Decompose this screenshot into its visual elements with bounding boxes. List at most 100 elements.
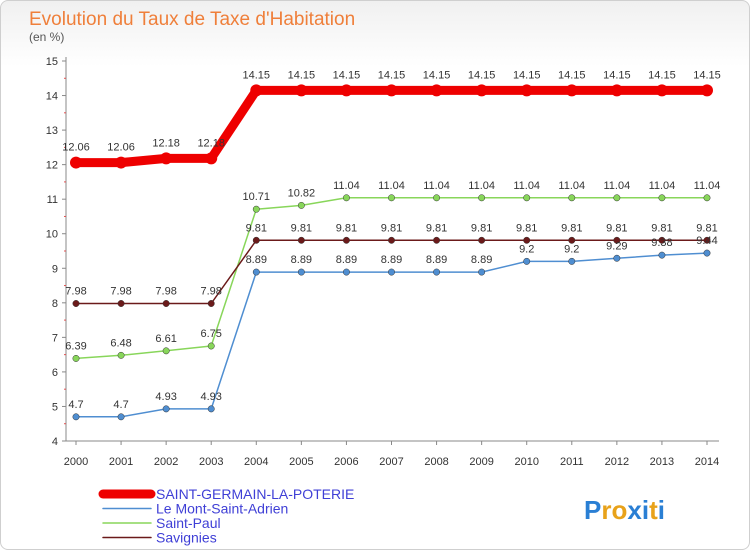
x-tick-label: 2009 xyxy=(469,456,493,468)
data-label: 8.89 xyxy=(381,254,402,266)
data-point xyxy=(72,300,80,307)
data-point xyxy=(613,236,621,244)
data-point xyxy=(162,347,170,355)
data-point xyxy=(568,194,576,202)
data-label: 14.15 xyxy=(558,69,586,81)
x-tick-label: 2005 xyxy=(289,456,313,468)
data-point xyxy=(388,236,395,244)
data-label: 9.2 xyxy=(564,243,579,255)
x-tick-label: 2011 xyxy=(560,456,584,468)
data-point xyxy=(297,236,305,244)
data-point xyxy=(207,300,215,307)
data-point xyxy=(162,405,170,413)
data-label: 11.04 xyxy=(513,180,540,192)
data-point xyxy=(297,201,305,209)
data-label: 9.2 xyxy=(519,243,534,255)
data-label: 14.15 xyxy=(333,69,361,81)
data-label: 10.71 xyxy=(243,191,271,203)
data-label: 11.04 xyxy=(603,180,630,192)
data-point xyxy=(433,194,441,202)
data-point xyxy=(523,257,531,265)
data-point xyxy=(703,236,711,244)
chart-title: Evolution du Taux de Taxe d'Habitation xyxy=(29,9,355,30)
data-point xyxy=(72,354,80,362)
data-label: 8.89 xyxy=(336,254,357,266)
data-point xyxy=(565,84,578,97)
data-point xyxy=(117,300,125,307)
data-point xyxy=(340,84,353,97)
data-label: 9.81 xyxy=(381,222,402,234)
data-label: 8.89 xyxy=(471,254,492,266)
y-tick-label: 12 xyxy=(46,160,58,172)
data-label: 7.98 xyxy=(65,286,86,298)
data-point xyxy=(162,300,170,307)
data-label: 9.44 xyxy=(696,235,717,247)
brand-letter: t xyxy=(649,495,658,525)
data-point xyxy=(478,194,486,202)
x-tick-label: 2006 xyxy=(334,456,358,468)
y-axis-unit-label: (en %) xyxy=(29,30,64,44)
data-label: 4.93 xyxy=(155,391,176,403)
data-point xyxy=(523,194,531,202)
x-tick-label: 2013 xyxy=(650,456,674,468)
data-point xyxy=(207,405,215,413)
data-label: 12.06 xyxy=(62,142,90,154)
data-point xyxy=(478,268,486,276)
legend-label: SAINT-GERMAIN-LA-POTERIE xyxy=(156,486,354,502)
data-label: 12.18 xyxy=(152,137,180,149)
proxiti-logo: Proxiti xyxy=(584,495,665,525)
data-point xyxy=(658,236,666,244)
data-label: 12.18 xyxy=(197,137,225,149)
y-tick-label: 8 xyxy=(52,298,58,310)
data-label: 7.98 xyxy=(201,286,222,298)
data-labels-layer: 4.7 4.7 4.93 4.93 8.89 8.89 8.89 8.89 8.89 8.89 9.… xyxy=(62,69,721,410)
x-tick-label: 2003 xyxy=(199,456,223,468)
brand-text: Proxiti xyxy=(584,495,665,525)
data-label: 8.89 xyxy=(246,254,267,266)
y-tick-label: 14 xyxy=(46,91,58,103)
data-label: 9.38 xyxy=(651,237,672,249)
data-label: 10.82 xyxy=(288,187,316,199)
data-point xyxy=(72,413,80,421)
brand-letter: o xyxy=(611,495,627,525)
data-label: 8.89 xyxy=(426,254,447,266)
series-1 xyxy=(72,249,711,421)
data-point xyxy=(117,413,125,421)
y-tick-label: 10 xyxy=(46,229,58,241)
data-point xyxy=(523,236,531,244)
y-tick-label: 15 xyxy=(46,56,58,68)
data-label: 11.04 xyxy=(423,180,450,192)
data-label: 4.93 xyxy=(201,391,222,403)
brand-letter: x xyxy=(627,495,642,525)
data-point xyxy=(252,268,260,276)
x-tick-label: 2002 xyxy=(154,456,178,468)
series-3 xyxy=(72,236,711,307)
data-point xyxy=(475,84,488,97)
brand-letter: i xyxy=(642,495,649,525)
data-label: 11.04 xyxy=(333,180,360,192)
data-label: 14.15 xyxy=(693,69,721,81)
data-point xyxy=(568,236,576,244)
data-label: 11.04 xyxy=(694,180,721,192)
data-label: 4.7 xyxy=(113,399,128,411)
data-point xyxy=(250,84,263,97)
data-label: 9.81 xyxy=(471,222,492,234)
data-point xyxy=(115,156,128,169)
x-tick-label: 2008 xyxy=(424,456,448,468)
data-point xyxy=(297,268,305,276)
data-point xyxy=(613,254,621,262)
data-label: 9.81 xyxy=(336,222,357,234)
data-point xyxy=(433,268,441,276)
data-label: 11.04 xyxy=(468,180,495,192)
data-label: 11.04 xyxy=(558,180,585,192)
data-label: 11.04 xyxy=(649,180,676,192)
data-point xyxy=(205,152,218,165)
data-label: 7.98 xyxy=(110,286,131,298)
brand-letter: i xyxy=(658,495,665,525)
data-label: 6.75 xyxy=(201,328,222,340)
data-label: 9.81 xyxy=(291,222,312,234)
data-label: 14.15 xyxy=(423,69,451,81)
series-2 xyxy=(72,194,711,362)
